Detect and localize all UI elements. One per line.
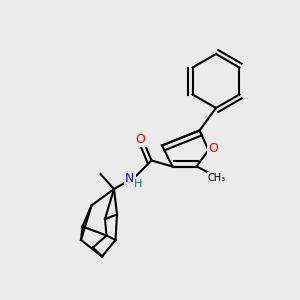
Text: O: O: [136, 133, 145, 146]
Text: CH₃: CH₃: [208, 173, 226, 183]
Text: O: O: [208, 142, 218, 155]
Text: H: H: [134, 178, 142, 189]
Text: N: N: [125, 172, 134, 185]
